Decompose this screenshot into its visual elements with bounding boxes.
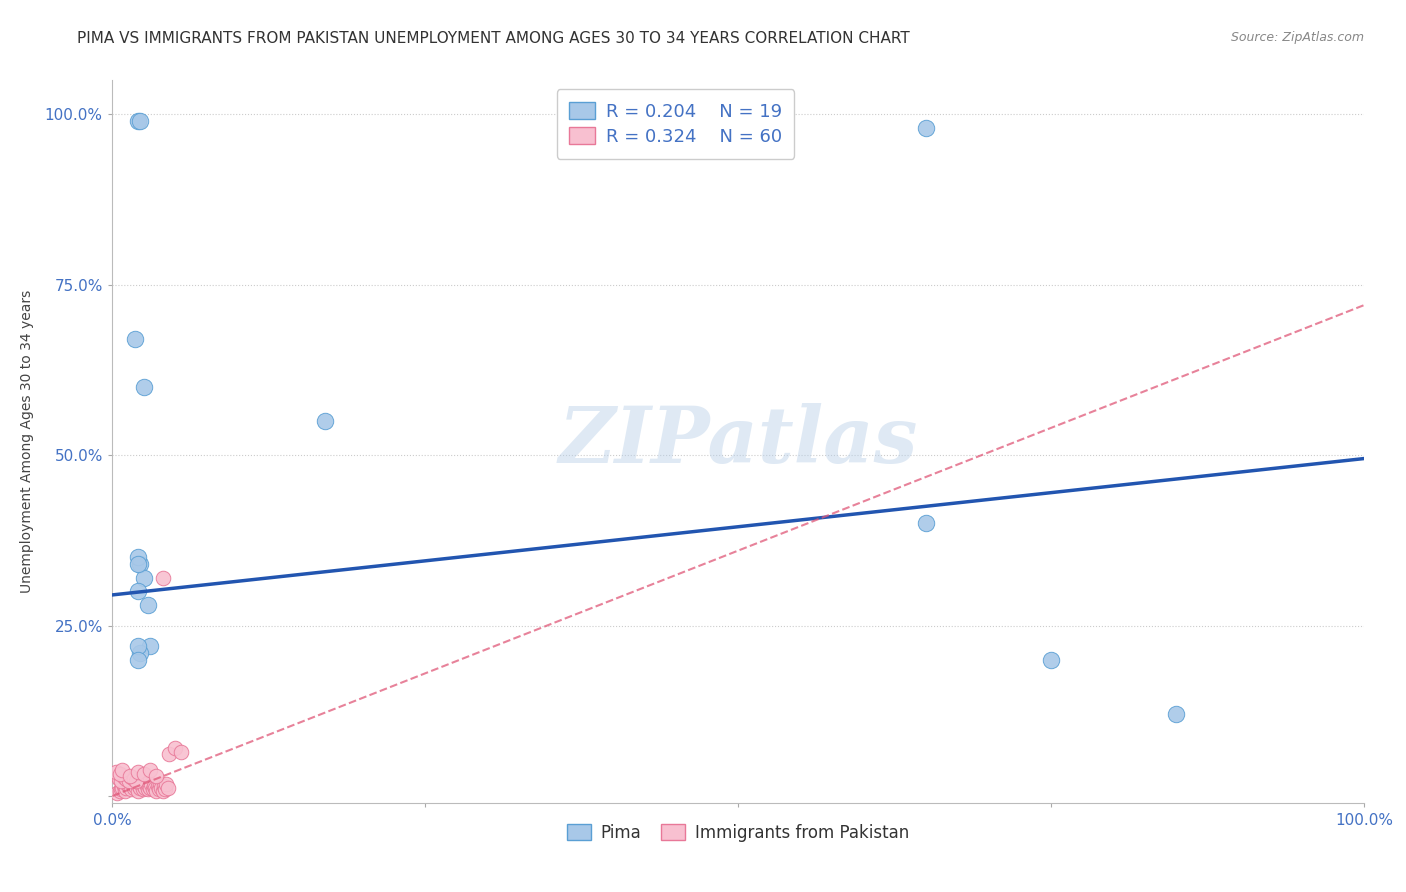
Point	[138, 779, 160, 793]
Point	[136, 782, 159, 797]
Point	[139, 780, 162, 795]
Point	[131, 782, 153, 797]
Point	[112, 770, 135, 784]
Point	[108, 767, 131, 781]
Legend: Pima, Immigrants from Pakistan: Pima, Immigrants from Pakistan	[561, 817, 915, 848]
Point	[149, 777, 172, 791]
Text: Source: ZipAtlas.com: Source: ZipAtlas.com	[1230, 31, 1364, 45]
Point	[114, 783, 136, 797]
Point	[314, 414, 336, 428]
Point	[118, 768, 141, 782]
Point	[152, 783, 174, 797]
Point	[127, 114, 149, 128]
Point	[127, 558, 149, 572]
Point	[107, 786, 129, 800]
Point	[152, 779, 174, 793]
Point	[135, 777, 157, 791]
Point	[111, 780, 134, 795]
Point	[127, 550, 149, 565]
Point	[143, 780, 166, 795]
Point	[115, 772, 138, 786]
Point	[127, 783, 149, 797]
Point	[141, 782, 163, 797]
Point	[110, 782, 132, 797]
Point	[146, 779, 169, 793]
Point	[124, 332, 146, 346]
Point	[120, 770, 142, 784]
Point	[120, 782, 142, 797]
Point	[132, 380, 155, 394]
Point	[127, 765, 149, 780]
Y-axis label: Unemployment Among Ages 30 to 34 years: Unemployment Among Ages 30 to 34 years	[20, 290, 34, 593]
Point	[1039, 653, 1063, 667]
Point	[152, 571, 174, 585]
Point	[118, 779, 141, 793]
Point	[117, 777, 139, 791]
Point	[1164, 707, 1187, 722]
Point	[134, 780, 156, 795]
Point	[112, 779, 135, 793]
Text: PIMA VS IMMIGRANTS FROM PAKISTAN UNEMPLOYMENT AMONG AGES 30 TO 34 YEARS CORRELAT: PIMA VS IMMIGRANTS FROM PAKISTAN UNEMPLO…	[77, 31, 910, 46]
Point	[105, 765, 128, 780]
Text: ZIPatlas: ZIPatlas	[558, 403, 918, 480]
Point	[153, 782, 176, 797]
Point	[170, 745, 193, 759]
Point	[155, 777, 177, 791]
Point	[125, 774, 148, 789]
Point	[129, 646, 152, 660]
Point	[142, 779, 165, 793]
Point	[121, 777, 143, 791]
Point	[124, 779, 146, 793]
Point	[132, 779, 155, 793]
Point	[129, 558, 152, 572]
Point	[150, 780, 173, 795]
Point	[139, 639, 162, 653]
Point	[111, 763, 134, 777]
Point	[110, 774, 132, 789]
Point	[127, 639, 149, 653]
Point	[157, 747, 180, 761]
Point	[118, 774, 141, 789]
Point	[141, 777, 163, 791]
Point	[129, 777, 152, 791]
Point	[163, 741, 186, 756]
Point	[127, 653, 149, 667]
Point	[129, 780, 152, 795]
Point	[108, 783, 131, 797]
Point	[139, 763, 162, 777]
Point	[107, 772, 129, 786]
Point	[145, 783, 167, 797]
Point	[132, 767, 155, 781]
Point	[127, 584, 149, 599]
Point	[125, 775, 148, 789]
Point	[148, 782, 170, 797]
Point	[915, 120, 938, 135]
Point	[915, 516, 938, 531]
Point	[115, 780, 138, 795]
Point	[129, 114, 152, 128]
Point	[132, 571, 155, 585]
Point	[128, 779, 150, 793]
Point	[118, 775, 141, 789]
Point	[145, 768, 167, 782]
Point	[122, 772, 145, 786]
Point	[136, 598, 159, 612]
Point	[122, 780, 145, 795]
Point	[156, 780, 179, 795]
